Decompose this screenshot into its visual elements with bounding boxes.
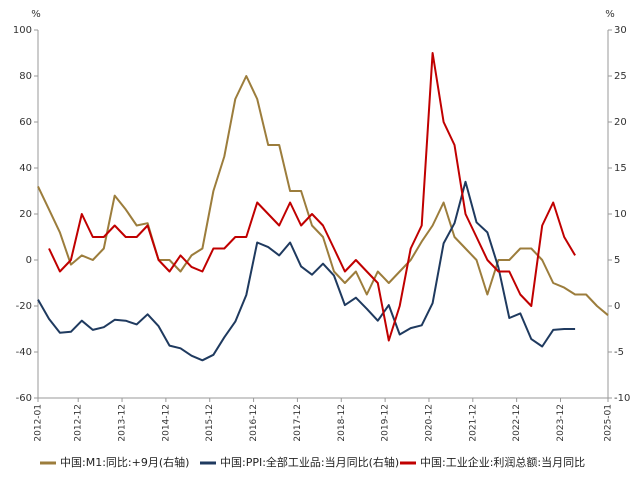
series-line (37, 75, 609, 316)
y-tick-label: -20 (16, 301, 32, 312)
y-tick-label: 40 (19, 163, 32, 174)
y-tick-label: 0 (26, 255, 32, 266)
y2-tick-label: 30 (614, 25, 627, 36)
x-tick-label: 2025-01 (604, 404, 614, 442)
y2-tick-label: 20 (614, 117, 627, 128)
y-tick-label: 80 (19, 71, 32, 82)
y2-tick-label: -5 (614, 347, 624, 358)
series-line (37, 180, 576, 362)
y-tick-label: 60 (19, 117, 32, 128)
x-tick-label: 2018-12 (337, 404, 347, 442)
y-tick-label: -40 (16, 347, 32, 358)
y2-tick-label: 0 (614, 301, 620, 312)
x-tick-label: 2012-12 (74, 404, 84, 442)
y2-tick-label: 10 (614, 209, 627, 220)
y-tick-label: 20 (19, 209, 32, 220)
x-tick-label: 2017-12 (293, 404, 303, 442)
x-tick-label: 2022-12 (512, 404, 522, 442)
x-tick-label: 2014-12 (161, 404, 171, 442)
x-tick-label: 2021-12 (468, 404, 478, 442)
y2-tick-label: 25 (614, 71, 627, 82)
y-tick-label: -60 (16, 393, 32, 404)
y2-unit: % (605, 9, 615, 20)
x-tick-label: 2019-12 (381, 404, 391, 442)
y2-tick-label: 15 (614, 163, 627, 174)
legend-label: 中国:工业企业:利润总额:当月同比 (420, 455, 585, 469)
x-tick-label: 2015-12 (205, 404, 215, 442)
y2-tick-label: 5 (614, 255, 620, 266)
series-line (48, 52, 576, 342)
y-unit: % (31, 9, 41, 20)
legend-label: 中国:M1:同比:+9月(右轴) (60, 455, 189, 469)
legend-label: 中国:PPI:全部工业品:当月同比(右轴) (220, 455, 399, 469)
x-tick-label: 2016-12 (249, 404, 259, 442)
y-tick-label: 100 (13, 25, 32, 36)
x-tick-label: 2013-12 (118, 404, 128, 442)
y2-tick-label: -10 (614, 393, 630, 404)
x-tick-label: 2023-12 (556, 404, 566, 442)
x-tick-label: 2012-01 (34, 404, 44, 442)
x-tick-label: 2020-12 (424, 404, 434, 442)
